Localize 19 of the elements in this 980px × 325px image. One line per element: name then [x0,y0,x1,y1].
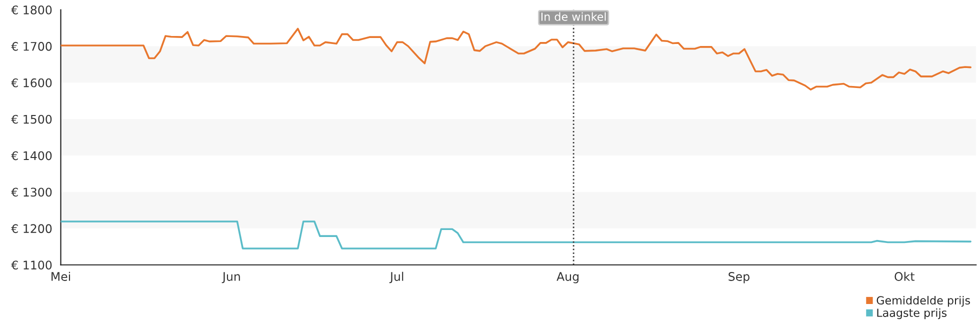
y-tick-label: € 1600 [11,78,52,88]
y-tick-label: € 1400 [11,151,52,160]
y-tick-label: € 1700 [11,42,52,51]
y-tick-label: € 1500 [11,114,52,124]
ref-line-label: In de winkel [541,12,606,21]
legend-label: Laagste prijs [877,308,947,320]
y-tick-label: € 1300 [11,188,52,197]
x-tick-label: Jun [222,272,240,284]
x-tick-label: Mei [52,272,70,281]
legend-label: Gemiddelde prijs [876,296,970,307]
y-tick-label: € 1100 [11,260,52,270]
y-tick-label: € 1800 [11,5,52,14]
y-tick-label: € 1200 [11,224,52,234]
line-series [60,28,972,90]
x-tick-label: Aug [556,272,578,284]
x-tick-label: Sep [728,272,750,284]
line-series [60,220,972,250]
x-tick-label: Jul [389,272,404,284]
x-tick-label: Okt [894,272,914,281]
